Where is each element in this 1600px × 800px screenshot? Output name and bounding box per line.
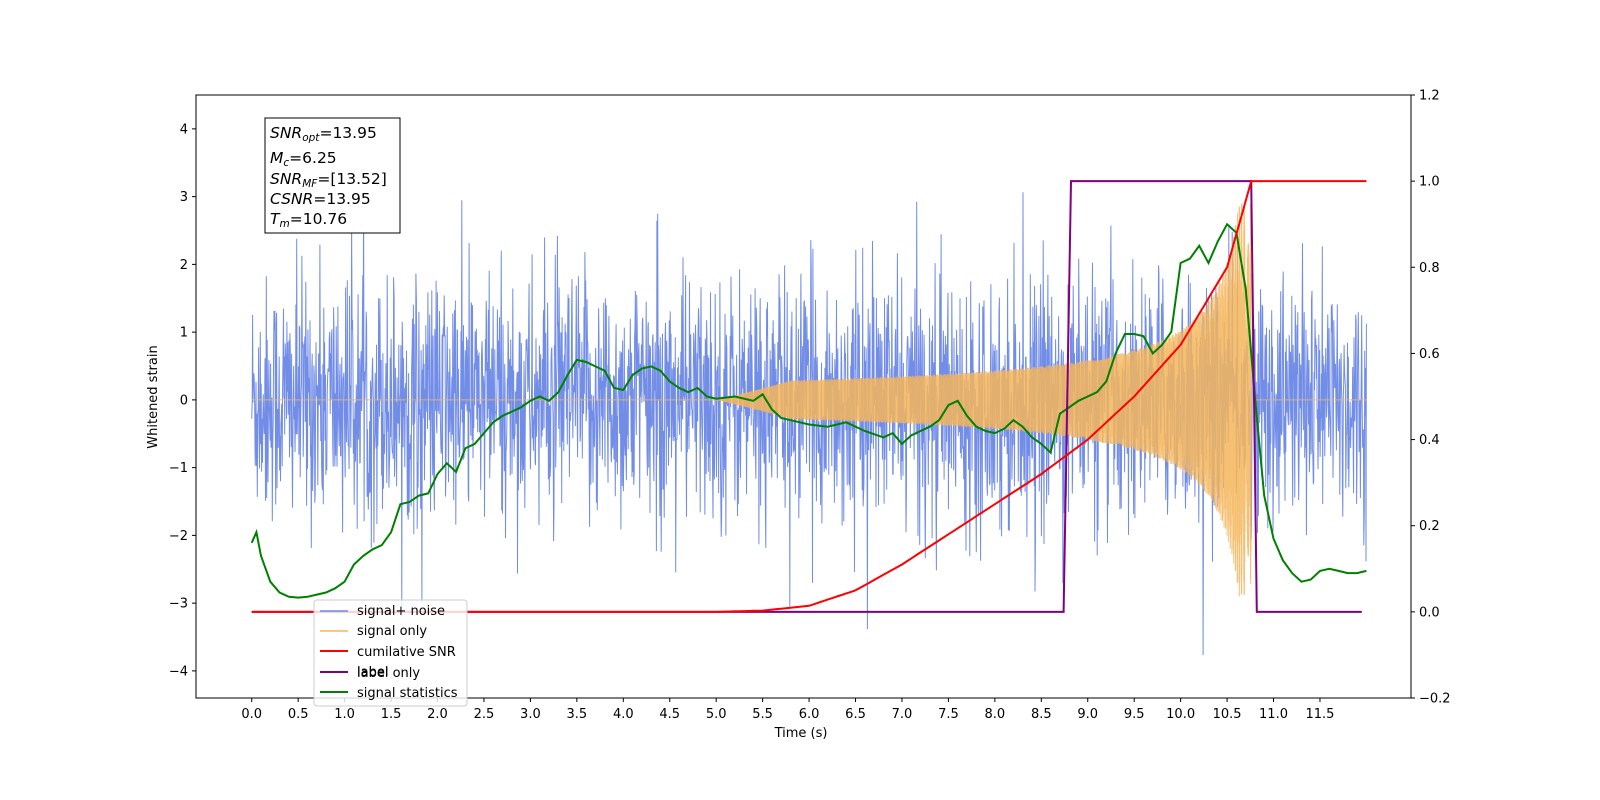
legend-label-label: label <box>357 665 388 680</box>
y-axis: −4 −3 −2 −1 0 1 2 3 4 <box>169 122 196 679</box>
y2-tick-label: 0.8 <box>1419 261 1440 276</box>
x-tick-label: 1.0 <box>334 707 355 722</box>
y2-tick-label: 0.4 <box>1419 433 1440 448</box>
y2-tick-label: 1.2 <box>1419 89 1440 104</box>
x-tick-label: 3.5 <box>567 707 588 722</box>
signal-only-series <box>251 203 1367 597</box>
x-tick-label: 3.0 <box>520 707 541 722</box>
x-tick-label: 10.5 <box>1213 707 1242 722</box>
x-tick-label: 7.0 <box>892 707 913 722</box>
x-tick-label: 2.5 <box>474 707 495 722</box>
legend: signal+ noise signal only cumilative SNR… <box>313 599 468 707</box>
snr-opt-line: SNRopt=13.95 <box>270 124 377 144</box>
legend-label-signal-noise: signal+ noise <box>357 604 445 619</box>
x-tick-label: 11.5 <box>1305 707 1334 722</box>
y-tick-label: 1 <box>180 326 188 341</box>
x-tick-label: 6.5 <box>845 707 866 722</box>
cumulative-snr-series <box>251 180 1367 613</box>
x-tick-label: 4.5 <box>659 707 680 722</box>
legend-label-signal-only: signal only <box>357 624 427 639</box>
y2-axis: −0.2 0.0 0.2 0.4 0.6 0.8 1.0 1.2 <box>1411 89 1451 707</box>
x-tick-label: 11.0 <box>1259 707 1288 722</box>
legend-label-cumulative-snr: cumilative SNR <box>357 645 456 660</box>
x-tick-label: 1.5 <box>381 707 402 722</box>
tm-line: Tm=10.76 <box>270 210 347 230</box>
label-series <box>251 180 1362 613</box>
x-tick-label: 0.0 <box>241 707 262 722</box>
x-axis: 0.0 0.5 1.0 1.5 2.0 2.5 3.0 3.5 4.0 4.5 5.0 5.5 6.0 6… <box>241 698 1334 722</box>
x-tick-label: 9.5 <box>1124 707 1145 722</box>
info-box-frame <box>264 117 401 234</box>
y2-tick-label: −0.2 <box>1419 692 1451 707</box>
signal-statistics-series <box>250 222 1367 599</box>
y-tick-label: 3 <box>180 190 188 205</box>
y-tick-label: 2 <box>180 258 188 273</box>
y-tick-label: 4 <box>180 122 188 137</box>
legend-label-signal-statistics: signal statistics <box>357 686 458 701</box>
x-axis-label: Time (s) <box>774 726 828 741</box>
y2-tick-label: 0.6 <box>1419 347 1440 362</box>
snr-mf-line: SNRMF=[13.52] <box>270 170 387 190</box>
y-tick-label: 0 <box>180 393 188 408</box>
x-tick-label: 8.5 <box>1031 707 1052 722</box>
x-tick-label: 4.0 <box>613 707 634 722</box>
plot-frame <box>195 94 1412 699</box>
x-tick-label: 10.0 <box>1166 707 1195 722</box>
y2-tick-label: 0.2 <box>1419 519 1440 534</box>
y-axis-label: Whitened strain <box>146 345 161 448</box>
info-box: SNRopt=13.95 Mc=6.25 SNRMF=[13.52] CSNR=… <box>264 117 401 234</box>
y-tick-label: −4 <box>169 664 188 679</box>
y-tick-label: −2 <box>169 529 188 544</box>
csnr-line: CSNR=13.95 <box>270 190 371 208</box>
legend-label-label-only: label only <box>357 666 420 681</box>
legend-frame <box>313 599 468 707</box>
x-tick-label: 0.5 <box>288 707 309 722</box>
x-tick-label: 6.0 <box>799 707 820 722</box>
y-tick-label: −3 <box>169 597 188 612</box>
y-tick-label: −1 <box>169 461 188 476</box>
x-tick-label: 5.0 <box>706 707 727 722</box>
plot-series <box>250 167 1367 656</box>
y2-tick-label: 1.0 <box>1419 175 1440 190</box>
x-tick-label: 7.5 <box>938 707 959 722</box>
x-tick-label: 9.0 <box>1077 707 1098 722</box>
x-tick-label: 2.0 <box>427 707 448 722</box>
y2-tick-label: 0.0 <box>1419 605 1440 620</box>
mc-line: Mc=6.25 <box>270 149 337 169</box>
x-tick-label: 8.0 <box>985 707 1006 722</box>
x-tick-label: 5.5 <box>752 707 773 722</box>
